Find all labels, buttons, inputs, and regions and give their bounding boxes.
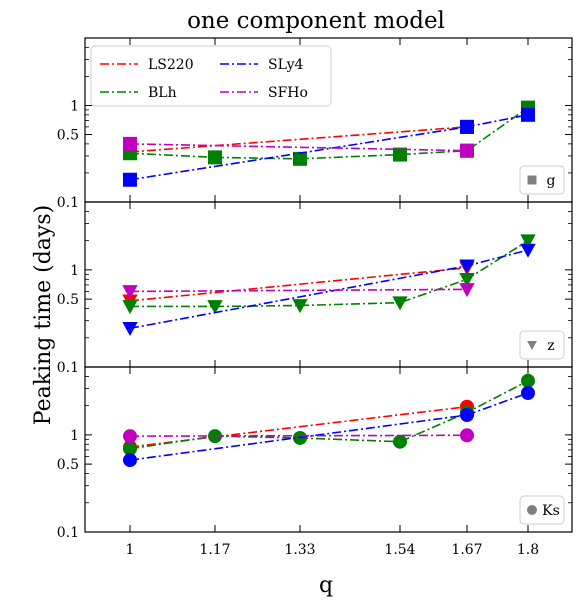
legend-label-LS220: LS220 xyxy=(148,57,194,73)
x-tick-label: 1 xyxy=(126,542,135,558)
y-tick-label: 0.5 xyxy=(57,457,79,473)
data-point-SLy4 xyxy=(520,244,535,258)
legend: LS220 BLh SLy4 SFHo xyxy=(91,46,331,106)
y-tick-label: 0.5 xyxy=(57,292,79,308)
series-line-LS220 xyxy=(130,268,467,301)
panel-z: 0.1 0.5 1 z xyxy=(57,202,572,376)
data-point-SFHo xyxy=(460,428,474,442)
x-tick-label: 1.54 xyxy=(384,542,415,558)
y-tick-label: 0.1 xyxy=(57,195,79,211)
band-indicator-g: g xyxy=(520,166,564,194)
band-marker xyxy=(528,176,537,185)
y-tick-label: 1 xyxy=(70,428,79,444)
data-point-BLh xyxy=(208,150,222,164)
data-point-SFHo xyxy=(123,429,137,443)
data-point-SLy4 xyxy=(460,120,474,134)
band-box xyxy=(520,166,564,194)
data-point-BLh xyxy=(293,152,307,166)
panel-Ks: 0.1 0.5 1 1 1.17 1.33 1.54 1.67 1.8 Ks xyxy=(57,367,572,558)
series-line-SFHo xyxy=(130,144,467,151)
legend-label-BLh: BLh xyxy=(148,85,177,101)
x-axis-label: q xyxy=(319,573,333,598)
panel-frame xyxy=(85,367,572,532)
band-marker xyxy=(527,505,537,515)
y-tick-label: 1 xyxy=(70,98,79,114)
y-tick-label: 0.1 xyxy=(57,525,79,541)
data-point-SLy4 xyxy=(459,260,474,274)
band-indicator-Ks: Ks xyxy=(520,496,564,524)
panel-frame xyxy=(85,202,572,367)
band-box xyxy=(520,331,564,359)
data-point-SFHo xyxy=(460,144,474,158)
data-point-BLh xyxy=(393,435,407,449)
data-point-SLy4 xyxy=(521,108,535,122)
data-point-SLy4 xyxy=(123,453,137,467)
y-tick-label: 1 xyxy=(70,263,79,279)
y-tick-label: 0.1 xyxy=(57,360,79,376)
x-tick-label: 1.17 xyxy=(199,542,230,558)
band-label: Ks xyxy=(542,503,560,519)
chart-title: one component model xyxy=(187,8,445,34)
series-line-SFHo xyxy=(130,289,467,291)
x-tick-label: 1.67 xyxy=(451,542,482,558)
x-tick-label: 1.33 xyxy=(284,542,315,558)
band-indicator-z: z xyxy=(520,331,564,359)
y-axis-label: Peaking time (days) xyxy=(31,205,56,425)
band-label: g xyxy=(547,173,556,189)
x-tick-label: 1.8 xyxy=(517,542,539,558)
series-line-LS220 xyxy=(130,127,467,152)
data-point-SLy4 xyxy=(460,408,474,422)
panels: 0.1 0.5 1 g 0.1 0.5 1 z 0.1 0.5 1 1 1.17 1.33 1.54 1.67… xyxy=(57,38,572,558)
band-label: z xyxy=(547,338,554,354)
data-point-SLy4 xyxy=(123,173,137,187)
data-point-SFHo xyxy=(123,137,137,151)
legend-label-SLy4: SLy4 xyxy=(268,57,304,73)
data-point-BLh xyxy=(521,374,535,388)
data-point-SLy4 xyxy=(521,386,535,400)
legend-label-SFHo: SFHo xyxy=(268,85,308,101)
data-point-SLy4 xyxy=(122,322,137,336)
data-point-BLh xyxy=(392,296,407,310)
y-tick-label: 0.5 xyxy=(57,128,79,144)
data-point-BLh xyxy=(292,299,307,313)
